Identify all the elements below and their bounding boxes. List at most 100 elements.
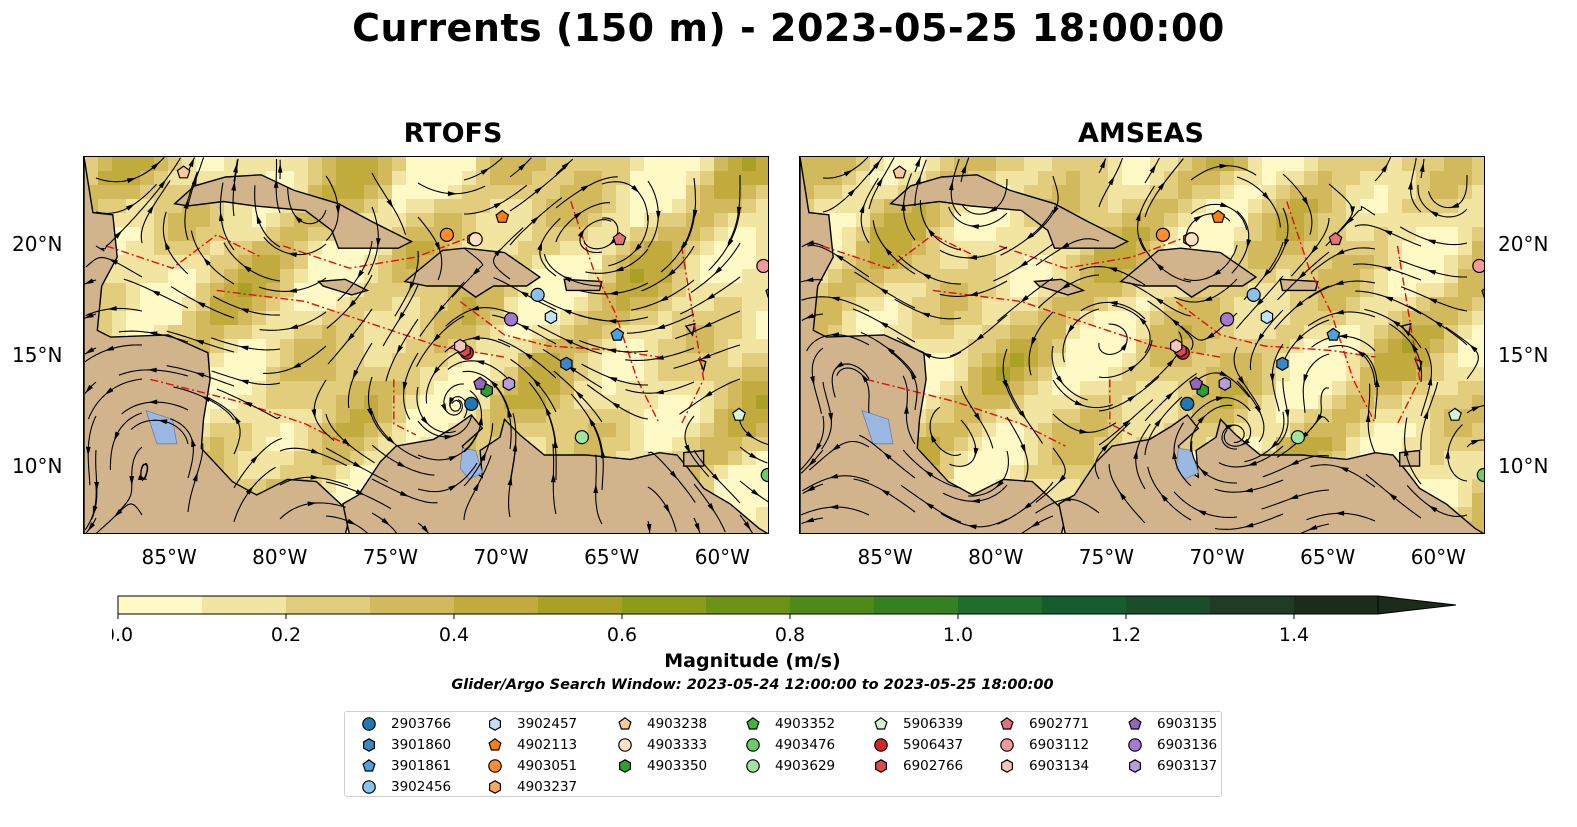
float-marker-4903333	[1184, 232, 1199, 247]
legend-item: 6903135	[1127, 714, 1217, 734]
colorbar-segment	[286, 596, 371, 614]
legend-label: 2903766	[391, 716, 452, 732]
colorbar-tick-label: 0.4	[439, 624, 469, 644]
legend-label: 4903051	[517, 758, 578, 774]
legend-label: 6903134	[1029, 758, 1090, 774]
colorbar-tick-label: 0.2	[271, 624, 301, 644]
search-window-text: Glider/Argo Search Window: 2023-05-24 12…	[451, 677, 1054, 693]
lon-tick-label: 60°W	[1410, 545, 1466, 569]
legend-marker-4903051	[488, 759, 502, 773]
legend-label: 3902456	[391, 779, 452, 795]
float-marker-6903137	[502, 376, 516, 391]
colorbar-segment	[1126, 596, 1211, 614]
legend-label: 4903238	[647, 716, 708, 732]
lon-tick-label: 60°W	[694, 545, 750, 569]
legend-marker-4903238	[618, 717, 632, 730]
legend-marker-pentagon	[746, 717, 760, 730]
legend-marker-circle	[874, 738, 888, 752]
colorbar-segment	[370, 596, 455, 614]
float-marker-6903136	[503, 312, 519, 327]
legend-marker-4903476	[746, 738, 760, 752]
float-marker-4903238	[892, 165, 907, 179]
land-hispaniola	[403, 247, 542, 298]
colorbar-label: Magnitude (m/s)	[664, 650, 841, 672]
legend-label: 4903476	[775, 737, 836, 753]
legend-marker-4903352	[746, 717, 760, 730]
legend-item: 2903766	[361, 714, 451, 734]
float-marker-4903051	[1155, 227, 1171, 242]
land-hispaniola	[1119, 247, 1258, 298]
float-marker-6903135	[473, 376, 488, 390]
legend-marker-pentagon	[488, 738, 502, 751]
colorbar-tick-label: 1.4	[1279, 624, 1309, 644]
legend-item: 4902113	[487, 735, 577, 755]
float-marker-3902457	[1260, 309, 1274, 325]
float-markers	[176, 165, 768, 483]
legend-label: 4903237	[517, 779, 578, 795]
legend-marker-6903112	[1000, 738, 1014, 752]
legend-marker-6902766	[874, 759, 887, 773]
legend-label: 4903629	[775, 758, 836, 774]
legend-marker-2903766	[362, 717, 376, 731]
colorbar-tick-label: 0.0	[112, 624, 133, 644]
legend-marker-6903135	[1128, 717, 1142, 730]
legend-item: 4903629	[745, 756, 835, 776]
map-canvas-amseas	[800, 157, 1484, 533]
colorbar-tick-label: 0.6	[607, 624, 637, 644]
legend-marker-circle	[488, 759, 502, 773]
float-marker-4903352	[1481, 288, 1484, 299]
legend-item: 6902766	[873, 756, 963, 776]
legend-item: 3902457	[487, 714, 577, 734]
legend-marker-4902113	[488, 738, 502, 751]
legend-item: 6902771	[999, 714, 1089, 734]
legend-marker-hexagon	[362, 738, 375, 752]
map-panel-amseas	[799, 156, 1485, 534]
legend-marker-4903333	[618, 738, 632, 752]
lat-tick-label: 10°N	[1498, 454, 1549, 479]
legend-item: 4903350	[617, 756, 707, 776]
float-marker-4903352	[765, 288, 768, 299]
legend-marker-6903134	[1000, 759, 1013, 773]
lon-tick-label: 85°W	[141, 545, 197, 569]
legend-label: 6903112	[1029, 737, 1090, 753]
legend-item: 4903476	[745, 735, 835, 755]
float-marker-2903766	[464, 396, 479, 411]
lat-tick-label: 10°N	[12, 454, 63, 479]
legend-label: 3901860	[391, 737, 452, 753]
colorbar-segment	[1294, 596, 1379, 614]
legend-marker-circle	[362, 780, 376, 794]
legend-item: 4903238	[617, 714, 707, 734]
lon-tick-label: 75°W	[362, 545, 419, 569]
float-marker-3901860	[1276, 356, 1289, 371]
legend-marker-pentagon	[362, 759, 376, 772]
colorbar-tick-label: 0.8	[775, 624, 805, 644]
float-markers	[892, 165, 1484, 483]
float-marker-4903629	[574, 430, 590, 445]
float-marker-4903051	[439, 227, 455, 242]
streamlines	[800, 157, 1484, 533]
legend-item: 5906339	[873, 714, 963, 734]
legend-item: 4903237	[487, 777, 577, 797]
legend-marker-6903137	[1128, 759, 1141, 773]
colorbar-segment	[1210, 596, 1295, 614]
legend-label: 6903136	[1157, 737, 1218, 753]
lat-tick-label: 20°N	[1498, 231, 1549, 256]
figure-title: Currents (150 m) - 2023-05-25 18:00:00	[352, 6, 1225, 50]
legend-marker-pentagon	[1128, 717, 1142, 730]
legend-item: 6903136	[1127, 735, 1217, 755]
land-southAmerica	[342, 413, 768, 533]
float-marker-4903629	[1290, 430, 1306, 445]
legend-marker-4903237	[488, 780, 501, 794]
colorbar-segment	[958, 596, 1043, 614]
float-marker-3902456	[530, 287, 545, 302]
legend-marker-6902771	[1000, 717, 1014, 730]
lon-tick-label: 65°W	[584, 545, 640, 569]
legend-label: 3902457	[517, 716, 578, 732]
legend-marker-hexagon	[1128, 759, 1141, 773]
legend-marker-circle	[746, 738, 760, 752]
colorbar-segment	[790, 596, 875, 614]
float-marker-3902457	[544, 309, 558, 325]
legend-marker-pentagon	[874, 717, 888, 730]
streamlines	[84, 157, 768, 533]
legend-item: 4903051	[487, 756, 577, 776]
